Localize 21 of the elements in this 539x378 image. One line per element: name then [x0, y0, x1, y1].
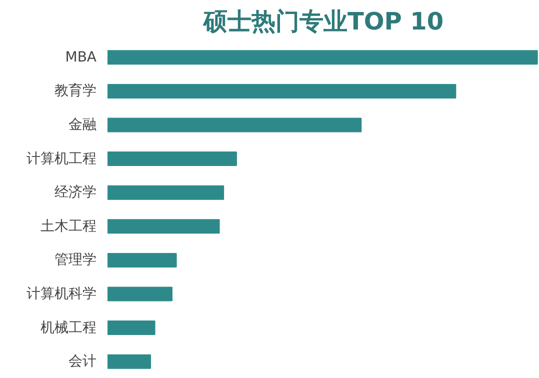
bar	[108, 219, 220, 234]
y-tick-label: MBA	[65, 49, 97, 66]
bar	[108, 50, 538, 65]
y-tick-label: 会计	[68, 354, 96, 370]
bar	[108, 185, 224, 200]
y-tick-label: 计算机科学	[26, 286, 96, 302]
chart-title: 硕士热门专业TOP 10	[202, 8, 444, 36]
bar	[108, 252, 177, 268]
y-tick-label: 教育学	[54, 82, 96, 100]
y-tick-label: 土木工程	[40, 218, 96, 234]
bar	[108, 320, 156, 336]
y-tick-label: 经济学	[54, 184, 96, 201]
y-tick-label: 管理学	[54, 252, 96, 268]
bar	[108, 84, 456, 98]
bar	[108, 354, 151, 369]
bar	[108, 286, 172, 302]
y-tick-label: 计算机工程	[26, 150, 96, 167]
y-tick-label: 金融	[68, 117, 96, 133]
bar	[108, 152, 237, 166]
y-tick-label: 机械工程	[40, 320, 96, 336]
bar	[108, 118, 362, 132]
